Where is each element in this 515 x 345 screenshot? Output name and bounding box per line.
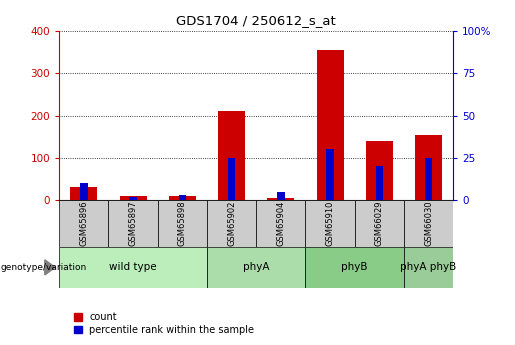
Bar [305, 200, 355, 247]
Bar [256, 200, 305, 247]
Text: phyB: phyB [341, 263, 368, 272]
Text: GSM66030: GSM66030 [424, 200, 433, 246]
Bar [80, 183, 88, 200]
Bar [317, 50, 344, 200]
Text: GSM66029: GSM66029 [375, 201, 384, 246]
Bar [109, 200, 158, 247]
Text: GSM65896: GSM65896 [79, 200, 89, 246]
Text: GSM65902: GSM65902 [227, 201, 236, 246]
Bar [404, 247, 453, 288]
Bar [267, 198, 295, 200]
Text: wild type: wild type [109, 263, 157, 272]
Bar [366, 141, 393, 200]
Bar [179, 195, 186, 200]
Text: GSM65897: GSM65897 [129, 200, 138, 246]
Text: phyA phyB: phyA phyB [401, 263, 457, 272]
Bar [129, 197, 137, 200]
Bar [169, 196, 196, 200]
Bar [355, 200, 404, 247]
Bar [158, 200, 207, 247]
Bar [305, 247, 404, 288]
Text: GSM65910: GSM65910 [325, 201, 335, 246]
Title: GDS1704 / 250612_s_at: GDS1704 / 250612_s_at [176, 14, 336, 27]
Text: GSM65898: GSM65898 [178, 200, 187, 246]
Bar [71, 187, 97, 200]
Bar [327, 149, 334, 200]
Bar [415, 135, 442, 200]
Polygon shape [45, 260, 55, 275]
Bar [404, 200, 453, 247]
Text: phyA: phyA [243, 263, 269, 272]
Bar [277, 192, 284, 200]
Text: genotype/variation: genotype/variation [1, 263, 87, 272]
Legend: count, percentile rank within the sample: count, percentile rank within the sample [72, 310, 256, 337]
Bar [59, 247, 207, 288]
Bar [375, 166, 383, 200]
Bar [228, 158, 235, 200]
Bar [218, 111, 245, 200]
Bar [119, 196, 147, 200]
Text: GSM65904: GSM65904 [277, 201, 285, 246]
Bar [59, 200, 109, 247]
Bar [425, 158, 432, 200]
Bar [207, 247, 305, 288]
Bar [207, 200, 256, 247]
